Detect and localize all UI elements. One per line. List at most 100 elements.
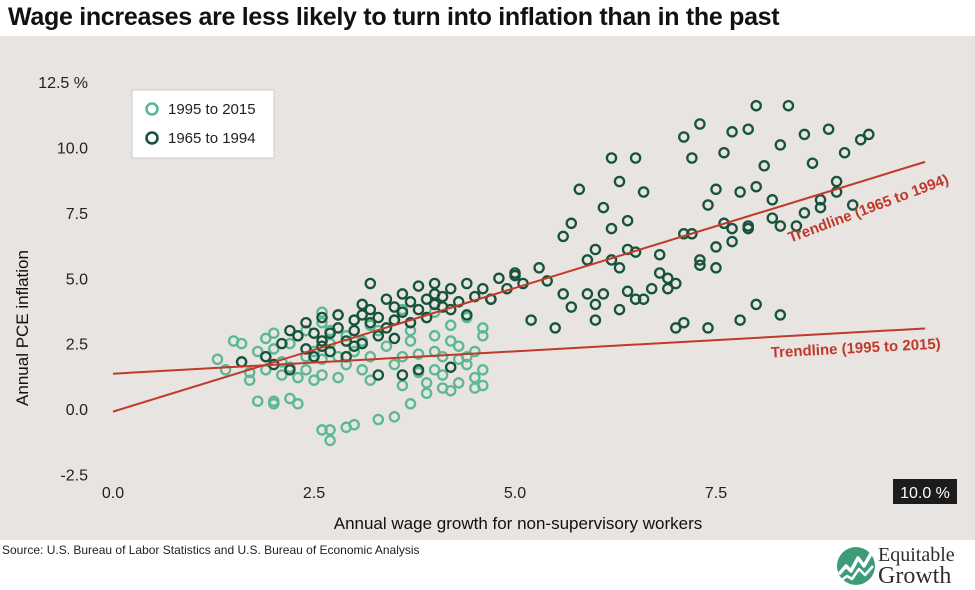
point-1965-1994 [533,262,545,274]
point-1995-2015 [452,377,465,389]
x-tick-label: 10.0 % [900,485,950,502]
point-1965-1994 [726,126,738,138]
point-1965-1994 [742,123,754,135]
y-tick-label: 5.0 [66,271,88,288]
point-1965-1994 [308,350,320,363]
point-1965-1994 [605,222,618,235]
point-1995-2015 [211,353,224,366]
point-1965-1994 [846,199,859,211]
point-1965-1994 [316,335,328,347]
point-1965-1994 [678,131,690,143]
point-1965-1994 [806,157,819,169]
point-1965-1994 [758,160,770,172]
point-1965-1994 [525,314,537,326]
point-1965-1994 [300,343,312,355]
point-1995-2015 [308,374,320,386]
point-1995-2015 [324,434,336,447]
point-1965-1994 [621,285,634,298]
point-1965-1994 [613,262,626,274]
point-1965-1994 [694,118,706,130]
point-1995-2015 [469,371,481,384]
point-1995-2015 [219,364,232,376]
point-1995-2015 [268,327,280,339]
point-1965-1994 [396,369,409,381]
point-1995-2015 [268,395,280,407]
point-1995-2015 [404,324,417,337]
point-1965-1994 [670,322,682,334]
point-1965-1994 [541,275,553,287]
point-1995-2015 [243,366,256,379]
point-1965-1994 [694,254,706,266]
legend-marker [145,131,159,145]
point-1995-2015 [477,364,489,376]
point-1965-1994 [814,194,827,206]
point-1995-2015 [420,387,433,400]
point-1965-1994 [565,217,578,230]
point-1965-1994 [356,298,368,311]
point-1965-1994 [292,330,304,342]
point-1965-1994 [372,311,385,324]
point-1965-1994 [766,194,779,206]
point-1995-2015 [284,392,296,405]
x-tick-label: 7.5 [705,485,727,502]
legend-label: 1995 to 2015 [168,101,256,118]
point-1965-1994 [830,175,843,188]
point-1965-1994 [428,277,441,290]
point-1995-2015 [364,374,377,386]
point-1965-1994 [782,99,795,112]
point-1965-1994 [702,199,714,211]
point-1965-1994 [798,207,811,219]
point-1965-1994 [420,293,433,305]
point-1965-1994 [637,293,650,305]
point-1965-1994 [412,303,425,316]
point-1965-1994 [662,282,674,295]
point-1995-2015 [477,379,489,392]
point-1965-1994 [734,186,746,198]
point-1995-2015 [444,319,457,332]
point-1995-2015 [348,418,360,431]
point-1965-1994 [364,303,377,316]
point-1965-1994 [863,128,875,141]
point-1965-1994 [428,288,441,300]
point-1995-2015 [364,350,377,363]
point-1965-1994 [276,337,288,350]
legend: 1995 to 2015 1965 to 1994 [131,89,275,159]
point-1965-1994 [621,214,634,227]
point-1995-2015 [372,413,385,426]
point-1965-1994 [710,262,722,274]
point-1995-2015 [388,411,401,423]
trendline-1995-2015 [112,327,926,375]
point-1995-2015 [268,343,280,355]
source-note: Source: U.S. Bureau of Labor Statistics … [2,543,420,557]
point-1965-1994 [662,272,674,285]
point-1995-2015 [348,345,360,358]
logo-word-growth: Growth [878,563,952,589]
point-1965-1994 [710,241,722,253]
legend-marker [145,102,159,116]
point-1965-1994 [300,316,312,329]
point-1965-1994 [589,298,602,311]
point-1965-1994 [790,220,803,232]
point-1965-1994 [388,332,401,345]
point-1965-1994 [613,175,626,188]
point-1965-1994 [750,180,762,193]
point-1965-1994 [284,364,296,376]
point-1995-2015 [428,330,441,342]
point-1995-2015 [469,345,481,358]
point-1995-2015 [251,345,264,358]
point-1995-2015 [461,358,473,371]
point-1965-1994 [830,186,843,198]
x-tick-label: 2.5 [303,485,325,502]
point-1965-1994 [750,298,762,311]
trendline-label-1995-2015: Trendline (1995 to 2015) [770,336,941,362]
point-1965-1994 [597,288,610,300]
point-1965-1994 [774,309,787,321]
point-1965-1994 [814,201,827,214]
point-1965-1994 [509,267,521,279]
point-1995-2015 [292,398,304,410]
point-1965-1994 [774,139,787,151]
point-1965-1994 [477,282,489,295]
point-1965-1994 [798,128,811,141]
point-1965-1994 [557,230,569,243]
y-tick-label: 2.5 [66,337,88,354]
